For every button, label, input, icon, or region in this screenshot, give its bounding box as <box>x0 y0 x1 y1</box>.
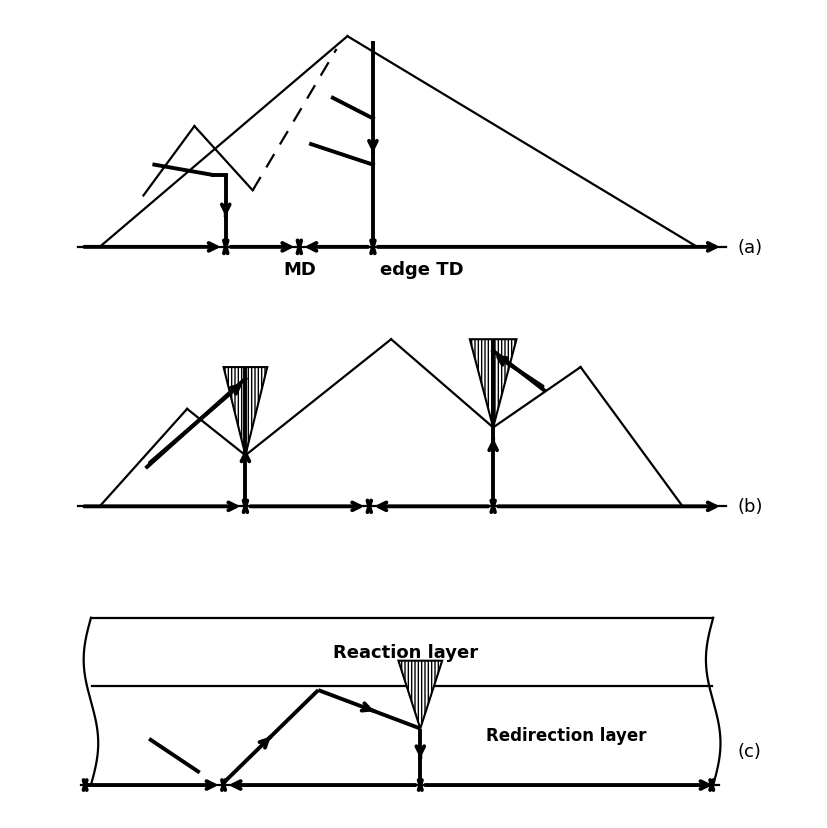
Polygon shape <box>469 339 516 428</box>
Text: (b): (b) <box>736 498 762 516</box>
Text: MD: MD <box>284 260 316 278</box>
Text: (a): (a) <box>736 238 762 257</box>
Polygon shape <box>398 661 442 729</box>
Text: edge TD: edge TD <box>380 260 463 278</box>
Text: Redirection layer: Redirection layer <box>485 726 646 744</box>
Polygon shape <box>223 368 267 455</box>
Text: (c): (c) <box>736 742 760 760</box>
Text: Reaction layer: Reaction layer <box>332 643 478 661</box>
